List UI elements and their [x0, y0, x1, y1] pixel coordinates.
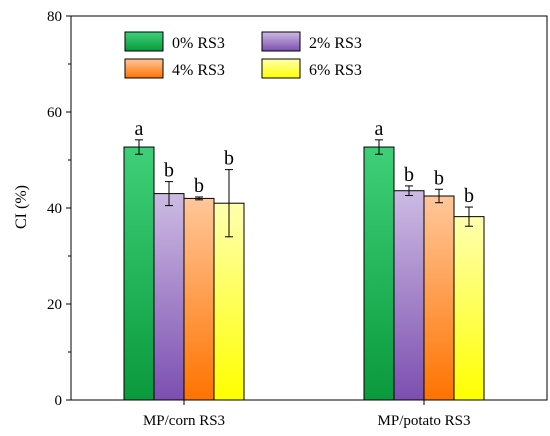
error-bar-1-3 — [195, 196, 203, 201]
legend-item: 2% RS3 — [261, 31, 362, 52]
y-tick-label: 0 — [55, 393, 63, 409]
significance-letter-1-1: a — [135, 118, 144, 140]
legend-item: 0% RS3 — [124, 31, 225, 52]
legend-label: 6% RS3 — [309, 62, 362, 79]
error-bar-1-1 — [135, 139, 143, 155]
error-bar-2-4 — [465, 206, 473, 227]
significance-letter-2-1: a — [375, 118, 384, 140]
error-bar-1-4 — [225, 169, 233, 238]
bar-1-2 — [153, 193, 185, 401]
x-category-label: MP/corn RS3 — [143, 413, 225, 429]
significance-letter-2-4: b — [464, 185, 474, 207]
x-category-label: MP/potato RS3 — [378, 413, 471, 429]
significance-letter-1-2: b — [164, 160, 174, 182]
significance-letter-1-3: b — [194, 175, 204, 197]
y-tick-label: 40 — [47, 201, 62, 217]
y-tick-label: 20 — [47, 297, 62, 313]
y-axis-label: CI (%) — [13, 185, 30, 229]
bar-2-1 — [363, 146, 395, 401]
axes-layer: 0 20 40 60 80 MP/corn RS3 MP/potato RS3 — [47, 9, 548, 429]
error-bar-2-3 — [435, 188, 443, 204]
bar-2-2 — [393, 190, 425, 401]
legend-swatch — [124, 58, 164, 79]
legend-item: 6% RS3 — [261, 58, 362, 79]
y-tick-label: 80 — [47, 9, 62, 25]
error-bar-1-2 — [165, 181, 173, 207]
legend-item: 4% RS3 — [124, 58, 225, 79]
error-bar-2-2 — [405, 185, 413, 197]
error-bar-2-1 — [375, 139, 383, 155]
bar-1-1 — [123, 146, 155, 401]
bar-1-3 — [183, 197, 215, 401]
legend-label: 4% RS3 — [172, 62, 225, 79]
legend-swatch — [261, 58, 301, 79]
significance-letter-2-2: b — [404, 164, 414, 186]
legend-label: 0% RS3 — [172, 35, 225, 52]
y-tick-label: 60 — [47, 105, 62, 121]
bar-2-3 — [423, 195, 455, 401]
legend-label: 2% RS3 — [309, 35, 362, 52]
significance-letter-1-4: b — [224, 148, 234, 170]
legend: 0% RS3 2% RS3 4% RS3 6% RS3 — [124, 31, 362, 79]
bar-2-4 — [453, 216, 485, 401]
significance-letter-2-3: b — [434, 167, 444, 189]
legend-swatch — [124, 31, 164, 52]
legend-swatch — [261, 31, 301, 52]
